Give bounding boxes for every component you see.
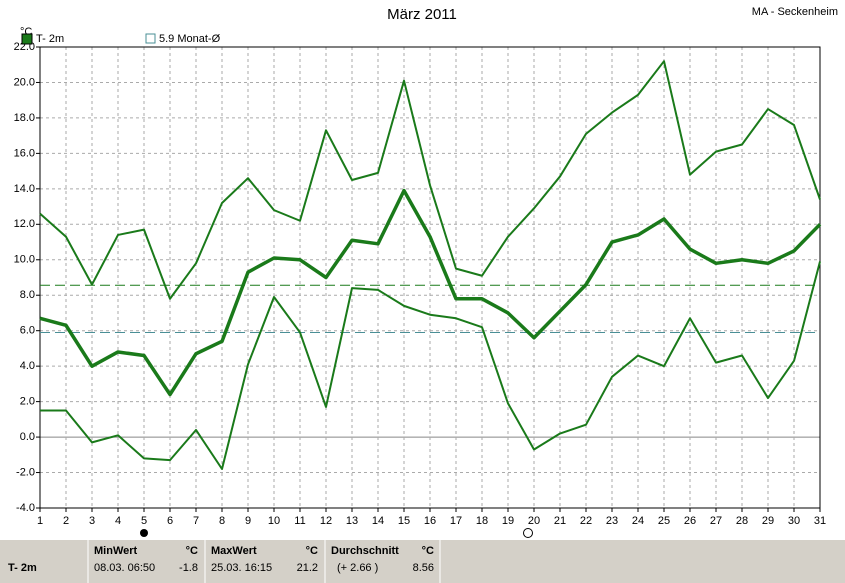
y-tick-label: 6.0 <box>20 325 35 337</box>
x-tick-label: 9 <box>245 515 251 527</box>
line-max <box>39 60 821 300</box>
x-tick-label: 17 <box>450 515 462 527</box>
x-tick-label: 2 <box>63 515 69 527</box>
stats-avg-value: 8.56 <box>413 562 434 574</box>
x-tick-label: 30 <box>788 515 800 527</box>
chart-title: März 2011 <box>387 6 457 23</box>
y-tick-label: 0.0 <box>20 431 35 443</box>
legend-swatch <box>21 33 33 45</box>
x-tick-label: 3 <box>89 515 95 527</box>
x-tick-label: 29 <box>762 515 774 527</box>
moon-full <box>523 528 533 538</box>
stats-avg-label: Durchschnitt <box>331 545 399 557</box>
stats-max-time: 25.03. 16:15 <box>211 562 272 574</box>
x-tick-label: 27 <box>710 515 722 527</box>
legend-label: T- 2m <box>36 33 64 45</box>
station: MA - Seckenheim <box>752 6 838 18</box>
x-tick-label: 19 <box>502 515 514 527</box>
x-tick-label: 16 <box>424 515 436 527</box>
line-values <box>39 188 822 397</box>
y-tick-label: 18.0 <box>14 112 35 124</box>
x-tick-label: 12 <box>320 515 332 527</box>
x-tick-label: 24 <box>632 515 644 527</box>
stats-min-time: 08.03. 06:50 <box>94 562 155 574</box>
x-tick-label: 14 <box>372 515 384 527</box>
x-tick-label: 25 <box>658 515 670 527</box>
y-tick-label: -4.0 <box>16 502 35 514</box>
x-tick-label: 26 <box>684 515 696 527</box>
stats-max-value: 21.2 <box>297 562 318 574</box>
y-tick-label: 8.0 <box>20 289 35 301</box>
stats-row: T- 2m <box>8 562 37 574</box>
stats-panel <box>0 540 845 583</box>
y-tick-label: 20.0 <box>14 76 35 88</box>
stats-unit: °C <box>306 545 318 557</box>
x-tick-label: 31 <box>814 515 826 527</box>
y-tick-label: 10.0 <box>14 254 35 266</box>
x-tick-label: 13 <box>346 515 358 527</box>
y-tick-label: 14.0 <box>14 183 35 195</box>
stats-avg-deviation: (+ 2.66 ) <box>337 562 378 574</box>
y-tick-label: -2.0 <box>16 466 35 478</box>
x-tick-label: 7 <box>193 515 199 527</box>
y-tick-label: 2.0 <box>20 396 35 408</box>
stats-borders <box>87 540 441 583</box>
stats-unit: °C <box>422 545 434 557</box>
line-min <box>40 261 821 470</box>
x-tick-label: 18 <box>476 515 488 527</box>
legend-swatch <box>145 33 156 44</box>
x-tick-label: 6 <box>167 515 173 527</box>
y-tick-label: 16.0 <box>14 147 35 159</box>
x-tick-label: 10 <box>268 515 280 527</box>
stats-min-label: MinWert <box>94 545 138 557</box>
stats-max-label: MaxWert <box>211 545 257 557</box>
y-tick-label: 4.0 <box>20 360 35 372</box>
x-tick-label: 15 <box>398 515 410 527</box>
x-tick-label: 22 <box>580 515 592 527</box>
legend-label: 5.9 Monat-Ø <box>159 33 221 45</box>
x-tick-label: 23 <box>606 515 618 527</box>
stats-min-value: -1.8 <box>179 562 198 574</box>
x-tick-label: 1 <box>37 515 43 527</box>
x-tick-label: 4 <box>115 515 121 527</box>
x-tick-label: 8 <box>219 515 225 527</box>
x-tick-label: 11 <box>294 515 305 527</box>
y-tick-label: 12.0 <box>14 218 35 230</box>
stats-unit: °C <box>186 545 198 557</box>
x-tick-label: 28 <box>736 515 748 527</box>
moon-new <box>140 529 148 537</box>
x-tick-label: 20 <box>528 515 540 527</box>
x-tick-label: 21 <box>554 515 566 527</box>
x-tick-label: 5 <box>141 515 147 527</box>
